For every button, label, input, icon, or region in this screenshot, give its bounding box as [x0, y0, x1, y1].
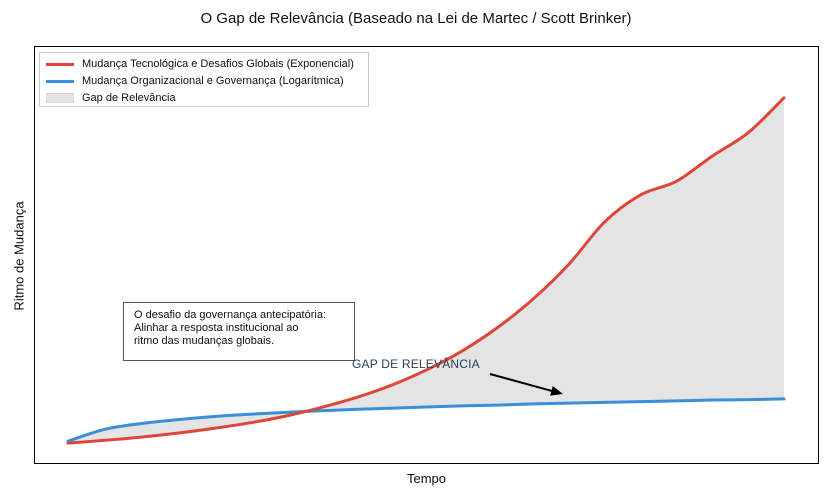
- legend-label-gap: Gap de Relevância: [82, 92, 176, 104]
- annotation-box: O desafio da governança antecipatória: A…: [123, 302, 355, 361]
- gap-arrow-shaft: [489, 373, 556, 393]
- legend-label-logarithmic: Mudança Organizacional e Governança (Log…: [82, 75, 344, 87]
- series-line-logarithmic: [66, 397, 786, 443]
- chart-title: O Gap de Relevância (Baseado na Lei de M…: [200, 10, 632, 27]
- legend-entry-logarithmic: Mudança Organizacional e Governança (Log…: [46, 73, 344, 89]
- x-axis-label: Tempo: [406, 471, 447, 486]
- series-line-exponential: [66, 96, 786, 445]
- gap-fill-area: [68, 97, 784, 444]
- legend-swatch-blue-line: [46, 79, 74, 83]
- legend-label-exponential: Mudança Tecnológica e Desafios Globais (…: [82, 58, 354, 70]
- legend-entry-exponential: Mudança Tecnológica e Desafios Globais (…: [46, 56, 354, 72]
- gap-arrow-label: GAP DE RELEVÂNCIA: [352, 357, 480, 371]
- annotation-line-2: Alinhar a resposta institucional ao: [134, 322, 299, 334]
- annotation-line-3: ritmo das mudanças globais.: [134, 335, 275, 347]
- legend-swatch-gray-area: [46, 93, 74, 103]
- legend-swatch-red-line: [46, 62, 74, 66]
- gap-arrow-head: [550, 386, 563, 396]
- legend-entry-gap: Gap de Relevância: [46, 90, 176, 106]
- annotation-line-1: O desafio da governança antecipatória:: [134, 309, 327, 321]
- plot-area: [34, 46, 819, 464]
- y-axis-label: Ritmo de Mudança: [11, 201, 27, 311]
- legend: Mudança Tecnológica e Desafios Globais (…: [39, 52, 369, 107]
